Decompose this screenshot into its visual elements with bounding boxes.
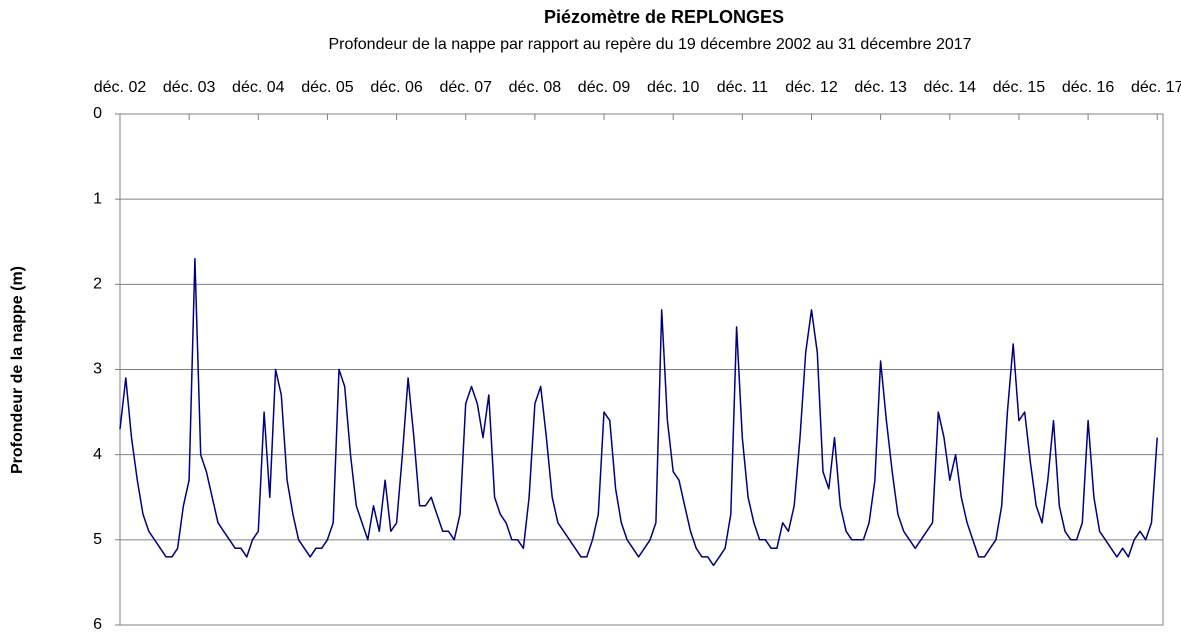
y-tick-label: 6 (93, 616, 102, 633)
x-tick-label: déc. 12 (785, 79, 838, 96)
y-tick-label: 1 (93, 190, 102, 207)
x-tick-label: déc. 16 (1062, 79, 1115, 96)
y-tick-label: 5 (93, 531, 102, 548)
y-tick-label: 2 (93, 276, 102, 293)
x-tick-label: déc. 14 (924, 79, 977, 96)
data-line (119, 258, 1158, 567)
y-tick-label: 3 (93, 361, 102, 378)
y-axis-title: Profondeur de la nappe (m) (9, 266, 26, 474)
chart-subtitle: Profondeur de la nappe par rapport au re… (328, 36, 971, 53)
x-tick-label: déc. 02 (94, 79, 147, 96)
x-tick-label: déc. 10 (647, 79, 700, 96)
x-tick-label: déc. 15 (993, 79, 1046, 96)
x-tick-label: déc. 04 (232, 79, 285, 96)
chart-title: Piézomètre de REPLONGES (544, 7, 784, 27)
x-tick-label: déc. 08 (509, 79, 562, 96)
x-tick-label: déc. 17 (1131, 79, 1181, 96)
x-tick-label: déc. 13 (854, 79, 907, 96)
y-tick-label: 4 (93, 446, 102, 463)
x-tick-label: déc. 05 (301, 79, 354, 96)
x-tick-label: déc. 06 (370, 79, 423, 96)
x-tick-label: déc. 09 (578, 79, 631, 96)
y-tick-label: 0 (93, 105, 102, 122)
x-tick-label: déc. 07 (440, 79, 493, 96)
x-tick-label: déc. 03 (163, 79, 216, 96)
x-tick-label: déc. 11 (717, 79, 768, 96)
